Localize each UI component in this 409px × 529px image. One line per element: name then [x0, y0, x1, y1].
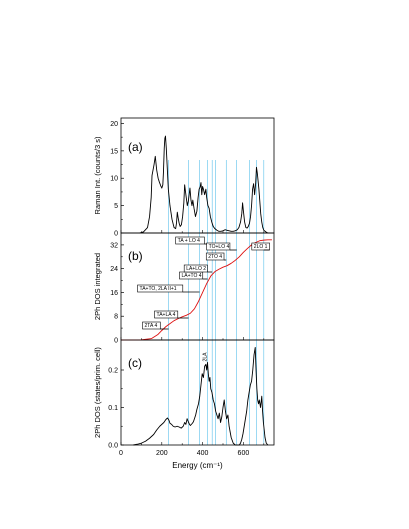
- y-tick-label: 15: [110, 148, 118, 155]
- y-axis-label: 2Ph DOS integrated: [93, 253, 102, 320]
- panel-a: 0 5 10 15 20 Raman Int. (counts/3 s) (a): [93, 117, 275, 238]
- y-tick-label: 24: [110, 266, 118, 273]
- annotation: TO+LO 4: [206, 242, 237, 251]
- y-tick-label: 0: [114, 231, 118, 238]
- panels: 0 5 10 15 20 Raman Int. (counts/3 s) (a) 0 8 16 24…: [93, 117, 275, 450]
- annotation-label: 2TA 4: [145, 323, 158, 329]
- annotation-box: [142, 321, 161, 330]
- y-tick-label: 0.1: [108, 405, 118, 412]
- annotation-box: [137, 284, 184, 293]
- y-axis-label: 2Ph DOS (states/prim. cell): [93, 347, 102, 438]
- series-line: [139, 135, 270, 234]
- annotation-label: TA + LO 4: [178, 238, 200, 244]
- x-tick-label: 200: [156, 450, 168, 457]
- y-axis-label: Raman Int. (counts/3 s): [93, 136, 102, 214]
- annotation-box: [206, 242, 231, 251]
- annotation-box: [154, 310, 179, 319]
- annotation-box: [205, 252, 225, 261]
- annotation: TA+TO, 2LA II+1: [137, 284, 200, 293]
- annotation: 2LO 1: [251, 242, 270, 251]
- panel-label: (b): [128, 249, 143, 263]
- annotation: 2TA 4: [142, 321, 169, 330]
- y-tick-label: 5: [114, 203, 118, 210]
- plot-frame: [120, 339, 275, 446]
- annotation-box: [175, 236, 205, 245]
- panel-b: 0 8 16 24 32 2Ph DOS integrated (b) 2TA 4 TA+LA …: [93, 232, 275, 345]
- annotation-label: 2TO 4: [208, 254, 222, 260]
- series-line: [133, 347, 269, 446]
- annotation: LA+LO 2: [183, 264, 213, 273]
- y-tick-label: 8: [114, 314, 118, 321]
- y-tick-label: 32: [110, 242, 118, 249]
- y-tick-label: 0: [114, 338, 118, 345]
- x-tick-label: 0: [119, 450, 123, 457]
- x-tick-label: 600: [238, 450, 250, 457]
- y-tick-label: 0.2: [108, 368, 118, 375]
- panel-c: 0.0 0.1 0.2 2Ph DOS (states/prim. cell) (c) 2…: [93, 339, 275, 450]
- y-tick-label: 20: [110, 121, 118, 128]
- annotation-label: 2LO 1: [254, 244, 268, 250]
- inline-label: 2LA: [203, 352, 209, 362]
- x-axis-label: Energy (cm⁻¹): [172, 461, 223, 470]
- y-tick-label: 0.0: [108, 443, 118, 450]
- annotation: TA+LA 4: [154, 310, 189, 319]
- annotation-box: [183, 264, 208, 273]
- y-tick-label: 10: [110, 176, 118, 183]
- annotation-label: LA+TO 4: [181, 273, 201, 279]
- annotation: LA+TO 4: [179, 271, 208, 280]
- annotation-label: TA+LA 4: [157, 312, 176, 318]
- panel-label: (c): [128, 356, 142, 370]
- annotation-box: [251, 242, 270, 251]
- x-tick-label: 400: [197, 450, 209, 457]
- annotation-label: LA+LO 2: [186, 266, 206, 272]
- series-line: [120, 239, 272, 341]
- annotation-label: TA+TO, 2LA II+1: [140, 286, 177, 292]
- annotation-label: TO+LO 4: [209, 244, 230, 250]
- panel-label: (a): [128, 140, 143, 154]
- guide-lines: [168, 160, 265, 445]
- y-tick-label: 16: [110, 290, 118, 297]
- annotation: 2TO 4: [205, 252, 227, 261]
